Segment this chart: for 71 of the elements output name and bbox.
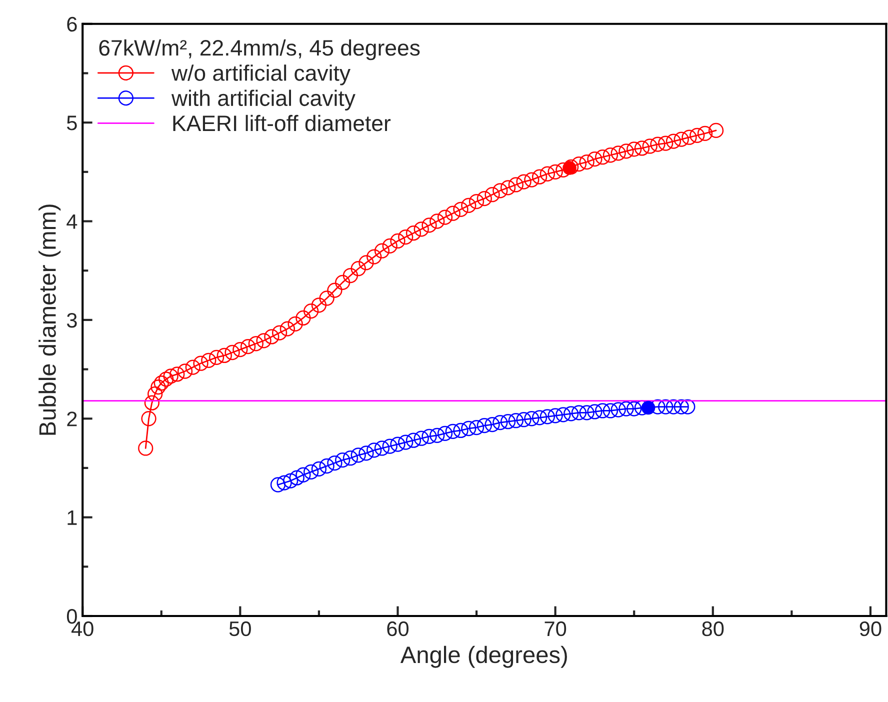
point xyxy=(398,434,414,450)
point xyxy=(382,438,398,454)
point xyxy=(414,430,429,446)
point xyxy=(342,450,358,466)
point xyxy=(587,404,602,420)
point xyxy=(468,420,484,436)
y-tick-label: 6 xyxy=(67,16,77,32)
point xyxy=(618,401,634,416)
x-tick-label: 50 xyxy=(229,621,251,636)
point xyxy=(674,399,689,414)
x-tick-label: 60 xyxy=(387,621,409,636)
point xyxy=(548,408,563,424)
legend-label: w/o artificial cavity xyxy=(171,64,350,86)
point xyxy=(437,426,453,441)
point xyxy=(476,418,492,434)
point xyxy=(390,436,406,452)
point xyxy=(516,412,532,428)
point xyxy=(311,461,327,477)
point xyxy=(430,428,445,443)
point xyxy=(556,407,571,422)
point xyxy=(579,405,594,420)
legend-title: 67kW/m², 22.4mm/s, 45 degrees xyxy=(99,39,420,60)
point xyxy=(289,470,304,486)
point xyxy=(666,399,682,414)
point xyxy=(595,403,610,418)
point xyxy=(658,399,674,414)
point xyxy=(680,399,696,414)
point xyxy=(602,403,618,418)
y-axis-title: Bubble diameter (mm) xyxy=(38,204,61,435)
point xyxy=(296,467,311,482)
point xyxy=(508,413,524,428)
point xyxy=(327,455,342,471)
point xyxy=(366,442,382,458)
point xyxy=(335,452,350,468)
y-tick-label: 1 xyxy=(68,510,77,525)
point xyxy=(422,428,437,444)
point xyxy=(276,475,292,490)
legend-label: KAERI lift-off diameter xyxy=(173,114,391,132)
point xyxy=(406,432,422,448)
point xyxy=(564,406,579,422)
y-tick-label: 5 xyxy=(66,116,77,130)
y-tick-label: 3 xyxy=(66,312,77,328)
point xyxy=(484,416,500,432)
point xyxy=(532,410,548,426)
point xyxy=(283,473,298,488)
point xyxy=(453,422,468,438)
point xyxy=(374,440,390,456)
point xyxy=(500,414,516,430)
point xyxy=(641,400,656,415)
point xyxy=(650,399,666,414)
x-axis-title: Angle (degrees) xyxy=(400,646,567,668)
legend-label: with artificial cavity xyxy=(171,90,356,110)
point xyxy=(445,424,460,440)
x-tick-label: 70 xyxy=(544,621,566,636)
point xyxy=(610,402,626,418)
y-tick-label: 2 xyxy=(67,412,77,426)
y-tick-label: 4 xyxy=(66,214,78,229)
point xyxy=(562,161,576,175)
point xyxy=(524,411,540,426)
point xyxy=(350,448,366,463)
point xyxy=(626,401,642,416)
point xyxy=(270,477,286,492)
x-tick-label: 80 xyxy=(702,621,724,636)
point xyxy=(461,420,476,436)
point xyxy=(319,458,334,474)
point xyxy=(304,464,319,480)
point xyxy=(571,405,587,420)
point xyxy=(492,415,508,430)
point xyxy=(540,409,556,424)
x-tick-label: 90 xyxy=(860,621,882,636)
point xyxy=(358,446,374,461)
